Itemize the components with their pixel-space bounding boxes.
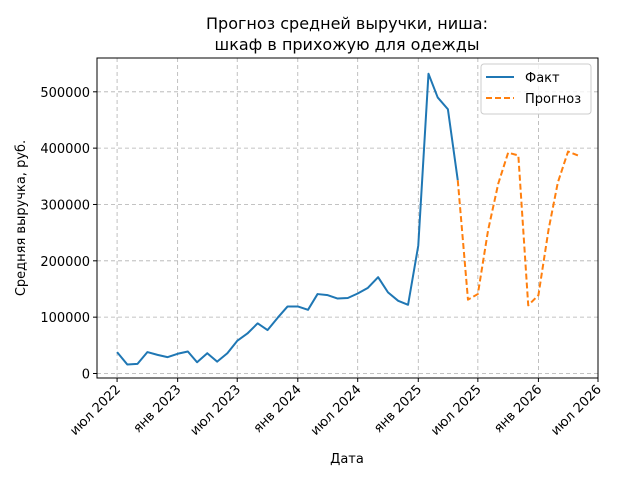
legend: Факт Прогноз <box>480 63 592 115</box>
y-tick-label-4: 400000 <box>40 142 90 157</box>
chart-title-line-1: Прогноз средней выручки, ниша: <box>206 14 488 33</box>
x-axis-label: Дата <box>330 452 364 467</box>
chart-title-line-2: шкаф в прихожую для одежды <box>215 35 480 54</box>
series-line-0 <box>116 72 459 366</box>
y-axis-label: Средняя выручка, руб. <box>14 140 29 296</box>
y-tick-label-3: 300000 <box>40 198 90 213</box>
legend-forecast-label: Прогноз <box>525 92 581 107</box>
y-tick-label-0: 0 <box>82 367 90 382</box>
y-tick-label-1: 100000 <box>40 311 90 326</box>
series-line-1 <box>456 150 579 307</box>
legend-fact-label: Факт <box>525 71 560 86</box>
axes-frame <box>96 57 599 379</box>
y-tick-label-5: 500000 <box>40 86 90 101</box>
y-tick-label-2: 200000 <box>40 255 90 270</box>
